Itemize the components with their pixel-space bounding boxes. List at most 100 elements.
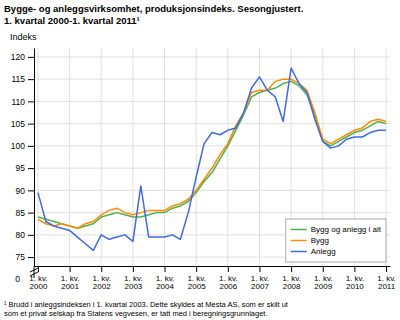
y-tick-label: 120 [11, 52, 25, 62]
y-tick: 100 [11, 141, 34, 151]
grid-line-y [34, 190, 390, 191]
grid-line-x [164, 48, 165, 266]
y-tick-label: 95 [16, 163, 26, 173]
y-tick-label: 105 [11, 119, 25, 129]
x-tick-label-line: 2009 [314, 282, 332, 291]
x-tick-label: 1. kv.2009 [314, 274, 333, 292]
y-tick: 80 [16, 230, 34, 240]
grid-line-y [34, 56, 390, 57]
x-tick-label: 1. kv.2005 [187, 274, 206, 292]
x-tick: 1. kv.2000 [29, 266, 48, 291]
x-tick-label-line: 1. kv. [61, 274, 80, 283]
x-tick-mark [196, 266, 197, 272]
x-tick-label: 1. kv.2007 [251, 274, 270, 292]
x-tick-mark [38, 266, 39, 272]
y-tick-label: 75 [16, 252, 26, 262]
x-tick-label-line: 2003 [124, 282, 142, 291]
x-tick: 1. kv.2003 [124, 266, 143, 291]
y-tick-mark [28, 57, 34, 58]
x-tick: 1. kv.2005 [187, 266, 206, 291]
x-tick-label-line: 1. kv. [124, 274, 143, 283]
x-tick-label-line: 1. kv. [187, 274, 206, 283]
axis-break-line [34, 266, 35, 278]
series-line [38, 81, 386, 228]
y-tick-label: 110 [11, 97, 25, 107]
y-tick: 115 [11, 74, 34, 84]
x-tick-label-line: 2004 [156, 282, 174, 291]
x-tick-mark [291, 266, 292, 272]
axis-break-label: 0 [15, 274, 20, 284]
legend-label: Bygg og anlegg i alt [311, 225, 382, 234]
x-tick-label-line: 1. kv. [377, 274, 396, 283]
grid [34, 48, 390, 266]
x-tick-label-line: 1. kv. [156, 274, 175, 283]
y-tick: 110 [11, 97, 34, 107]
x-tick: 1. kv.2008 [282, 266, 301, 291]
footnote-line: som et privat selskap fra Statens vegves… [4, 309, 267, 318]
x-tick-label: 1. kv.2004 [156, 274, 175, 292]
x-tick-label-line: 1. kv. [282, 274, 301, 283]
x-tick-label-line: 1. kv. [219, 274, 238, 283]
grid-line-x [259, 48, 260, 266]
y-tick-mark [28, 190, 34, 191]
x-tick-label: 1. kv.2011 [377, 274, 396, 292]
subtitle: 1. kvartal 2000-1. kvartal 2011¹ [4, 15, 140, 26]
y-tick-label: 80 [16, 230, 26, 240]
x-tick-label-line: 2000 [30, 282, 48, 291]
y-tick: 75 [16, 252, 34, 262]
x-tick-label-line: 2007 [251, 282, 269, 291]
y-tick-mark [28, 235, 34, 236]
x-tick-mark [323, 266, 324, 272]
legend: Bygg og anlegg i altByggAnlegg [286, 219, 386, 262]
y-tick-mark [28, 213, 34, 214]
x-tick-label-line: 1. kv. [251, 274, 270, 283]
grid-line-y [34, 212, 390, 213]
y-tick-label: 115 [11, 74, 25, 84]
legend-swatch [291, 240, 307, 242]
grid-line-x [37, 48, 38, 266]
y-tick-mark [28, 79, 34, 80]
x-tick-label-line: 2006 [219, 282, 237, 291]
x-tick-label-line: 2002 [93, 282, 111, 291]
x-tick-label-line: 2011 [378, 282, 396, 291]
grid-line-y [34, 79, 390, 80]
x-tick-label: 1. kv.2003 [124, 274, 143, 292]
x-tick: 1. kv.2011 [377, 266, 396, 291]
x-tick-label-line: 2010 [346, 282, 364, 291]
y-tick-mark [28, 257, 34, 258]
x-tick-label: 1. kv.2010 [346, 274, 365, 292]
axis-break-mark [30, 268, 38, 272]
x-tick-mark [386, 266, 387, 272]
x-tick: 1. kv.2002 [92, 266, 111, 291]
y-tick-label: 85 [16, 208, 26, 218]
y-tick-mark [28, 124, 34, 125]
y-tick-mark [28, 101, 34, 102]
y-tick-label: 100 [11, 141, 25, 151]
axis-break [30, 266, 38, 278]
series-line [38, 79, 386, 228]
grid-line-x [132, 48, 133, 266]
y-tick: 105 [11, 119, 34, 129]
x-tick-label-line: 2008 [283, 282, 301, 291]
x-tick: 1. kv.2006 [219, 266, 238, 291]
x-tick-label: 1. kv.2008 [282, 274, 301, 292]
grid-line-x [69, 48, 70, 266]
axis-break-mark [30, 272, 38, 276]
x-tick-mark [165, 266, 166, 272]
x-tick-mark [133, 266, 134, 272]
x-tick-mark [101, 266, 102, 272]
x-tick-label: 1. kv.2000 [29, 274, 48, 292]
x-tick-label: 1. kv.2001 [61, 274, 80, 292]
x-axis-line [35, 266, 391, 267]
title: Bygge- og anleggsvirksomhet, produksjons… [4, 3, 303, 14]
x-tick-label-line: 2001 [61, 282, 79, 291]
footnote-line: ¹ Brudd i anleggsindeksen i 1. kvartal 2… [4, 300, 289, 309]
x-tick-mark [70, 266, 71, 272]
legend-label: Bygg [311, 236, 329, 245]
y-tick: 90 [16, 186, 34, 196]
grid-line-x [101, 48, 102, 266]
y-tick: 120 [11, 52, 34, 62]
x-tick-label-line: 2005 [188, 282, 206, 291]
grid-line-x [196, 48, 197, 266]
x-tick: 1. kv.2007 [251, 266, 270, 291]
